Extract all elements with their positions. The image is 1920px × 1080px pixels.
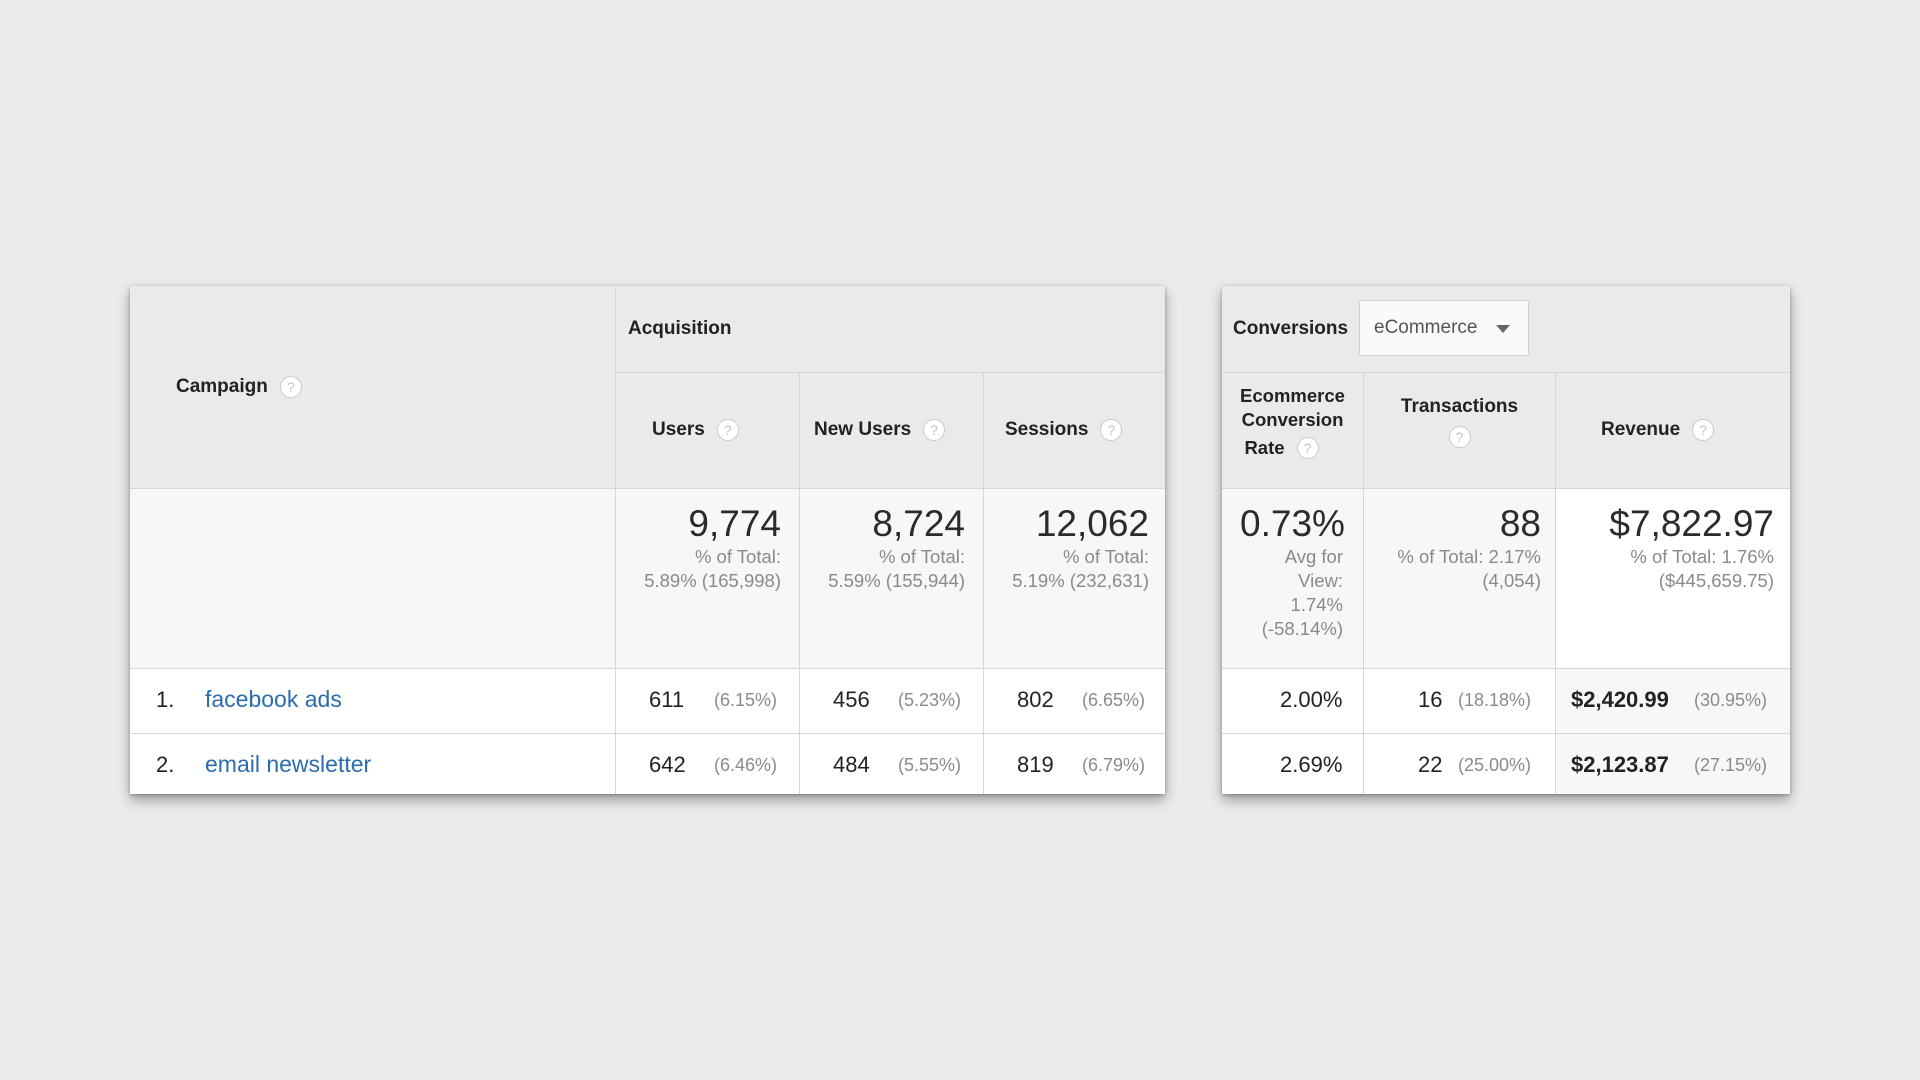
transactions-value: 16 [1418, 687, 1443, 712]
ecr-value: 2.00% [1280, 687, 1343, 712]
table-row: 1. facebook ads 611 (6.15%) 456 (5.23%) … [130, 669, 1165, 733]
conversion-type-dropdown[interactable]: eCommerce [1359, 300, 1529, 356]
ecommerce-conversion-rate-header[interactable]: Ecommerce Conversion Rate ? [1240, 385, 1345, 459]
new-users-value: 484 [833, 752, 870, 777]
new-users-pct: (5.55%) [898, 755, 962, 775]
help-icon[interactable]: ? [1448, 426, 1471, 448]
new-users-pct: (5.23%) [898, 690, 962, 710]
transactions-value: 22 [1418, 752, 1443, 777]
revenue-pct: (30.95%) [1694, 690, 1768, 710]
help-icon[interactable]: ? [1296, 437, 1319, 459]
campaign-link[interactable]: facebook ads [205, 686, 342, 712]
conversions-table: Conversions eCommerce Ecommerce Conversi… [1222, 286, 1790, 794]
conversions-label: Conversions [1233, 318, 1349, 339]
acquisition-table: Campaign ? Acquisition Users ? New Users… [130, 286, 1165, 794]
row-rank: 1. [156, 687, 175, 712]
sessions-column-header[interactable]: Sessions ? [1005, 372, 1123, 488]
totals-row [1222, 488, 1556, 668]
transactions-pct: (18.18%) [1458, 690, 1532, 710]
users-value: 611 [649, 687, 685, 712]
help-icon[interactable]: ? [1692, 419, 1715, 441]
users-column-header[interactable]: Users ? [652, 372, 739, 488]
ecr-total: 0.73% Avg for View: 1.74% (-58.14%) [1240, 503, 1345, 639]
sessions-pct: (6.79%) [1082, 755, 1146, 775]
transactions-total: 88 % of Total: 2.17% (4,054) [1397, 503, 1541, 591]
revenue-value: $2,123.87 [1571, 752, 1669, 777]
users-value: 642 [649, 752, 686, 777]
transactions-column-header[interactable]: Transactions ? [1364, 396, 1555, 448]
table-row: 2. email newsletter 642 (6.46%) 484 (5.5… [130, 734, 1165, 794]
campaign-header[interactable]: Campaign ? [176, 286, 302, 488]
acquisition-group-header: Acquisition [628, 318, 732, 339]
help-icon[interactable]: ? [923, 419, 946, 441]
sessions-total: 12,062 % of Total: 5.19% (232,631) [1012, 503, 1149, 591]
dropdown-value: eCommerce [1374, 317, 1478, 338]
transactions-pct: (25.00%) [1458, 755, 1532, 775]
revenue-column-header[interactable]: Revenue ? [1601, 372, 1715, 488]
table-row: 2.00% 16 (18.18%) $2,420.99 (30.95%) [1222, 669, 1790, 733]
users-total: 9,774 % of Total: 5.89% (165,998) [644, 503, 781, 591]
new-users-value: 456 [833, 687, 870, 712]
help-icon[interactable]: ? [1100, 419, 1123, 441]
row-rank: 2. [156, 752, 175, 777]
sessions-pct: (6.65%) [1082, 690, 1146, 710]
sessions-value: 802 [1017, 687, 1054, 712]
new-users-total: 8,724 % of Total: 5.59% (155,944) [828, 503, 965, 591]
help-icon[interactable]: ? [279, 376, 302, 398]
campaign-link[interactable]: email newsletter [205, 751, 372, 777]
new-users-column-header[interactable]: New Users ? [814, 372, 946, 488]
ecr-value: 2.69% [1280, 752, 1343, 777]
users-pct: (6.15%) [714, 690, 778, 710]
totals-row [130, 488, 1165, 668]
caret-down-icon [1496, 325, 1510, 333]
revenue-value: $2,420.99 [1571, 687, 1669, 712]
table-header [130, 286, 1165, 488]
revenue-pct: (27.15%) [1694, 755, 1768, 775]
users-pct: (6.46%) [714, 755, 778, 775]
table-row: 2.69% 22 (25.00%) $2,123.87 (27.15%) [1222, 734, 1790, 794]
sessions-value: 819 [1017, 752, 1054, 777]
campaign-header-label: Campaign [176, 376, 268, 397]
revenue-total: $7,822.97 % of Total: 1.76% ($445,659.75… [1609, 503, 1774, 591]
help-icon[interactable]: ? [716, 419, 739, 441]
